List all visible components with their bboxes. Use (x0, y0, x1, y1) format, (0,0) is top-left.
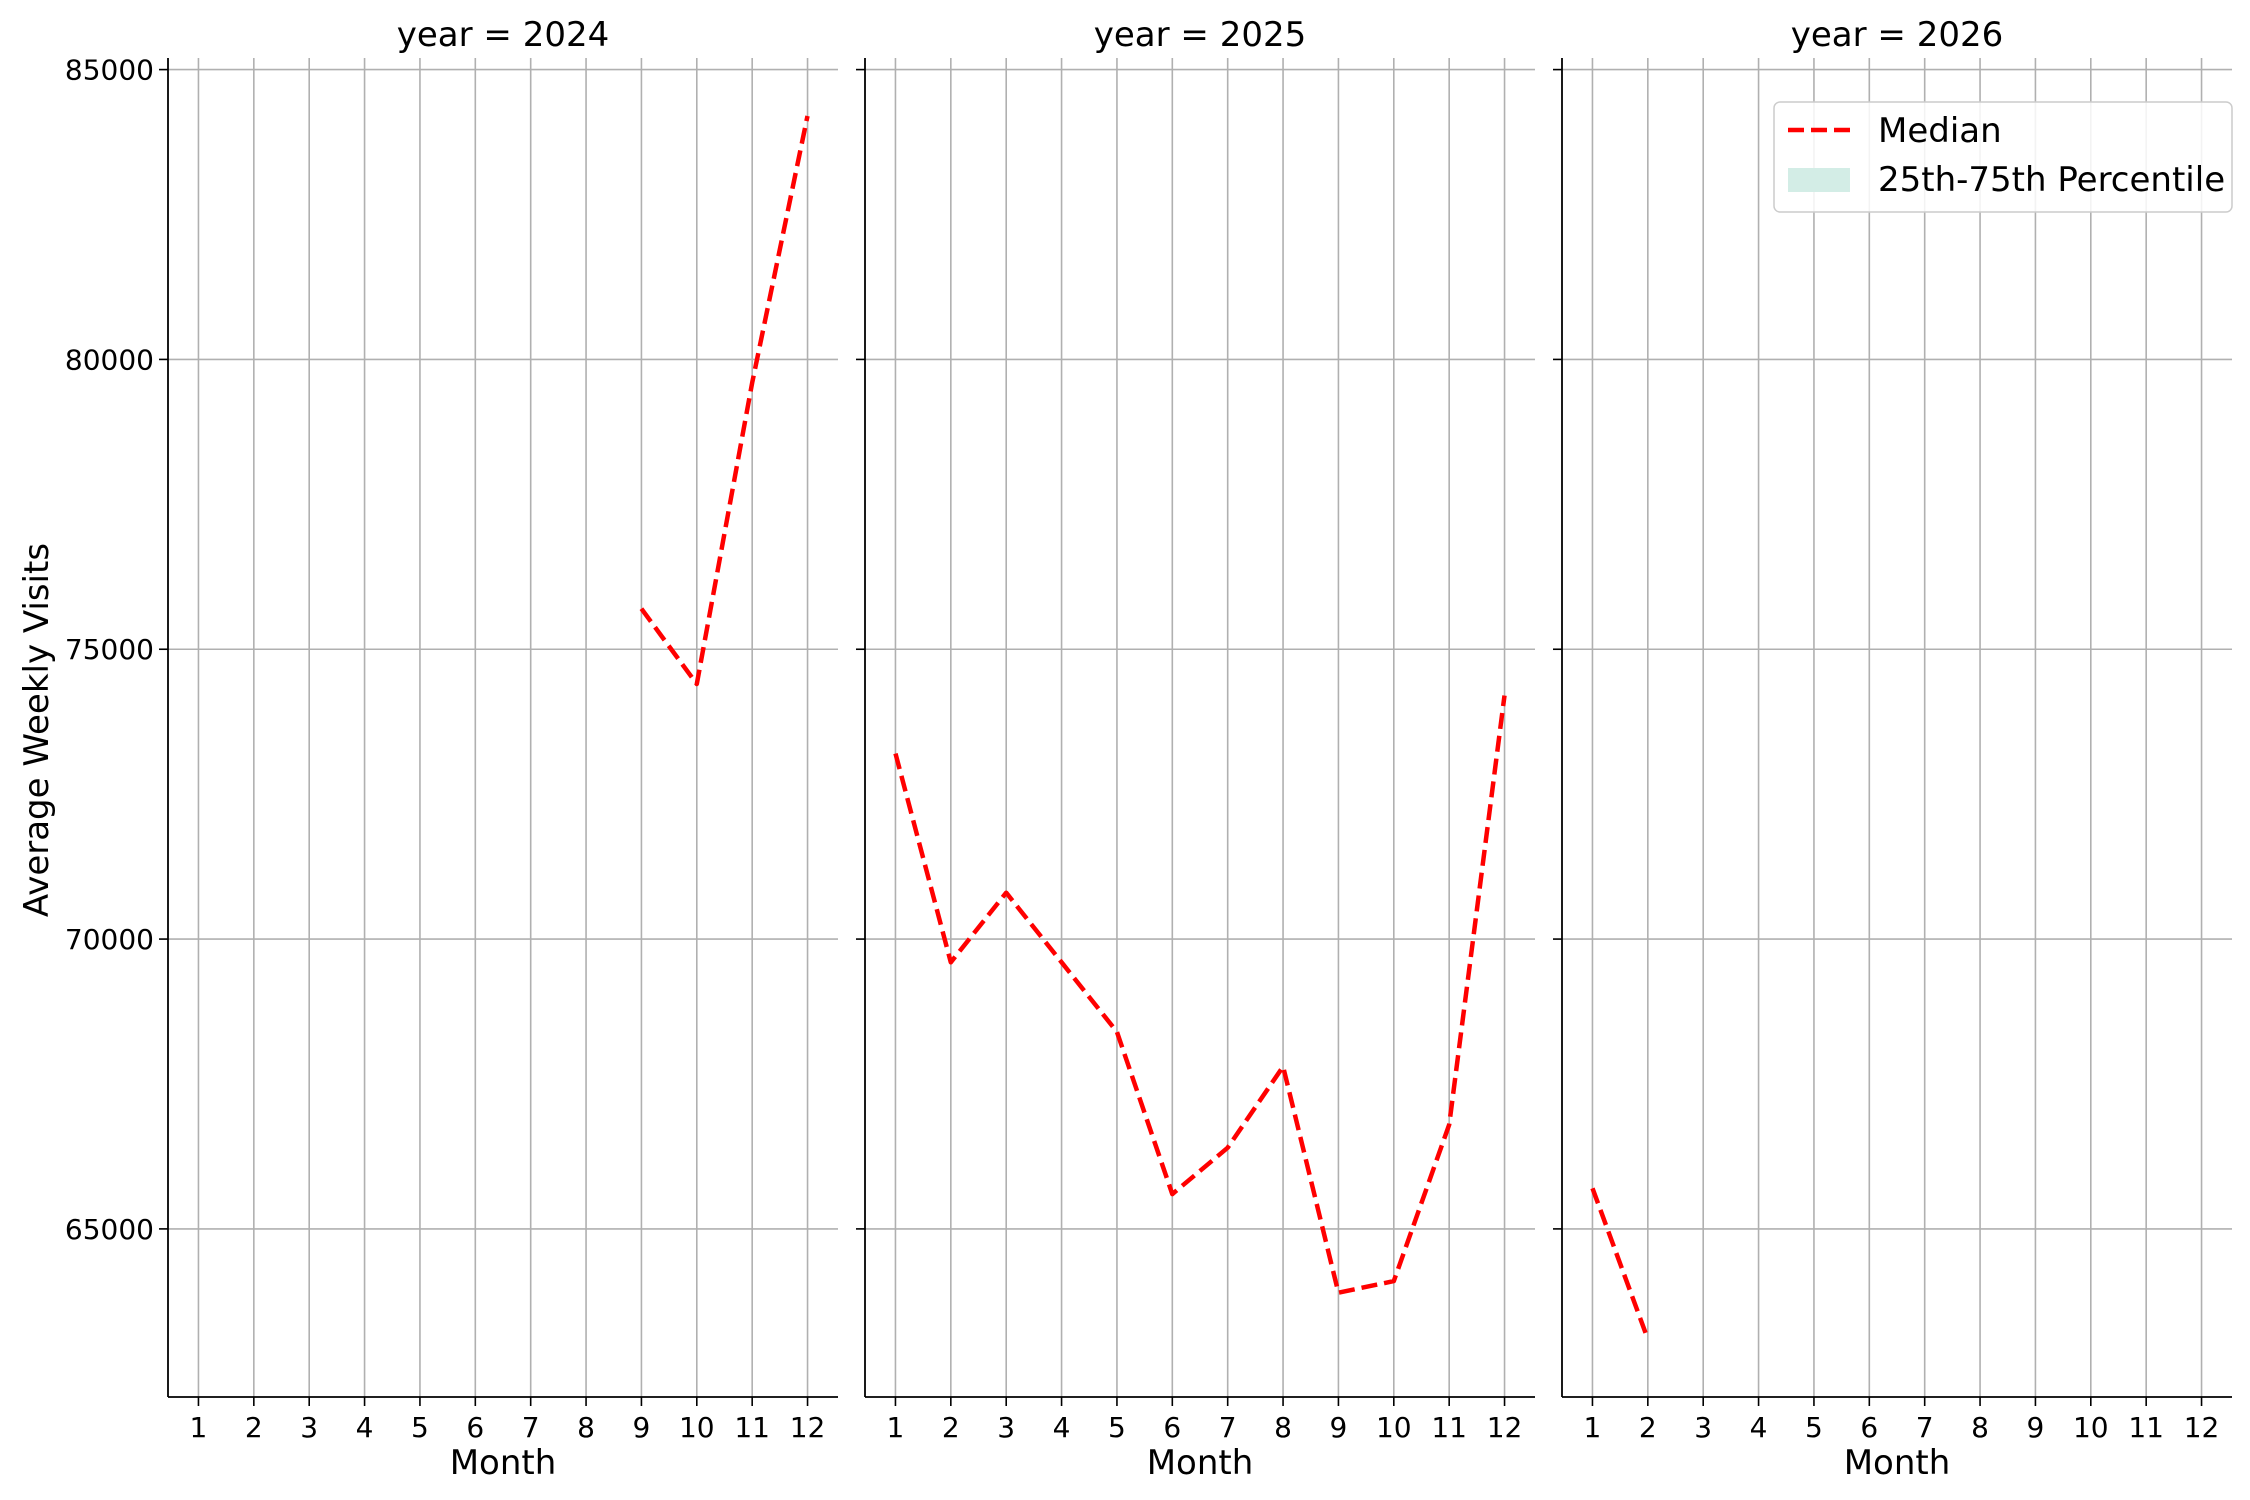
x-axis-label: Month (450, 1443, 557, 1483)
y-axis-label: Average Weekly Visits (17, 543, 57, 917)
x-tick-label: 7 (1219, 1411, 1237, 1444)
median-line (893, 695, 1507, 1295)
x-tick-label: 6 (1163, 1411, 1181, 1444)
x-tick-label: 5 (1108, 1411, 1126, 1444)
x-tick-label: 2 (1639, 1411, 1657, 1444)
x-tick-label: 1 (887, 1411, 905, 1444)
x-tick-label: 9 (2027, 1411, 2045, 1444)
x-tick-label: 1 (190, 1411, 208, 1444)
median-line (639, 115, 810, 687)
x-tick-label: 7 (522, 1411, 540, 1444)
y-tick-label: 70000 (65, 923, 154, 956)
panel-title: year = 2025 (1094, 15, 1306, 55)
legend-frame (1773, 101, 2233, 213)
y-tick-label: 80000 (65, 343, 154, 376)
x-tick-label: 2 (245, 1411, 263, 1444)
y-tick-label: 75000 (65, 633, 154, 666)
x-tick-label: 4 (1750, 1411, 1768, 1444)
x-tick-label: 5 (411, 1411, 429, 1444)
panel-title: year = 2024 (397, 15, 609, 55)
x-tick-label: 8 (1274, 1411, 1292, 1444)
median-line (1590, 1187, 1650, 1340)
panel-title: year = 2026 (1791, 15, 2003, 55)
legend-percentile-swatch (1788, 168, 1850, 192)
x-tick-label: 9 (1330, 1411, 1348, 1444)
x-tick-label: 12 (2184, 1411, 2220, 1444)
y-tick-label: 65000 (65, 1213, 154, 1246)
y-tick-label: 85000 (65, 54, 154, 87)
x-tick-label: 3 (1694, 1411, 1712, 1444)
x-tick-label: 11 (734, 1411, 770, 1444)
x-tick-label: 6 (1860, 1411, 1878, 1444)
x-tick-label: 3 (997, 1411, 1015, 1444)
x-tick-label: 8 (577, 1411, 595, 1444)
x-tick-label: 12 (790, 1411, 826, 1444)
x-tick-label: 1 (1584, 1411, 1602, 1444)
x-tick-label: 4 (1053, 1411, 1071, 1444)
x-tick-label: 11 (1431, 1411, 1467, 1444)
x-tick-label: 7 (1916, 1411, 1934, 1444)
legend: Median 25th-75th Percentile (1773, 101, 2233, 213)
x-tick-label: 11 (2128, 1411, 2164, 1444)
x-tick-label: 4 (356, 1411, 374, 1444)
x-tick-label: 5 (1805, 1411, 1823, 1444)
x-axis-label: Month (1844, 1443, 1951, 1483)
panel-1: 1 2 3 4 5 6 7 8 9 10 11 126500070000750008000085000… (65, 15, 838, 1483)
x-tick-label: 9 (633, 1411, 651, 1444)
x-tick-label: 2 (942, 1411, 960, 1444)
x-tick-label: 8 (1971, 1411, 1989, 1444)
legend-percentile-label: 25th-75th Percentile (1878, 160, 2225, 200)
x-tick-label: 10 (2073, 1411, 2109, 1444)
x-tick-label: 12 (1487, 1411, 1523, 1444)
chart-panels: 1 2 3 4 5 6 7 8 9 10 11 126500070000750008000085000… (65, 15, 2232, 1483)
legend-median-label: Median (1878, 111, 2002, 151)
x-axis-label: Month (1147, 1443, 1254, 1483)
x-tick-label: 10 (679, 1411, 715, 1444)
x-tick-label: 10 (1376, 1411, 1412, 1444)
x-tick-label: 6 (466, 1411, 484, 1444)
x-tick-label: 3 (300, 1411, 318, 1444)
